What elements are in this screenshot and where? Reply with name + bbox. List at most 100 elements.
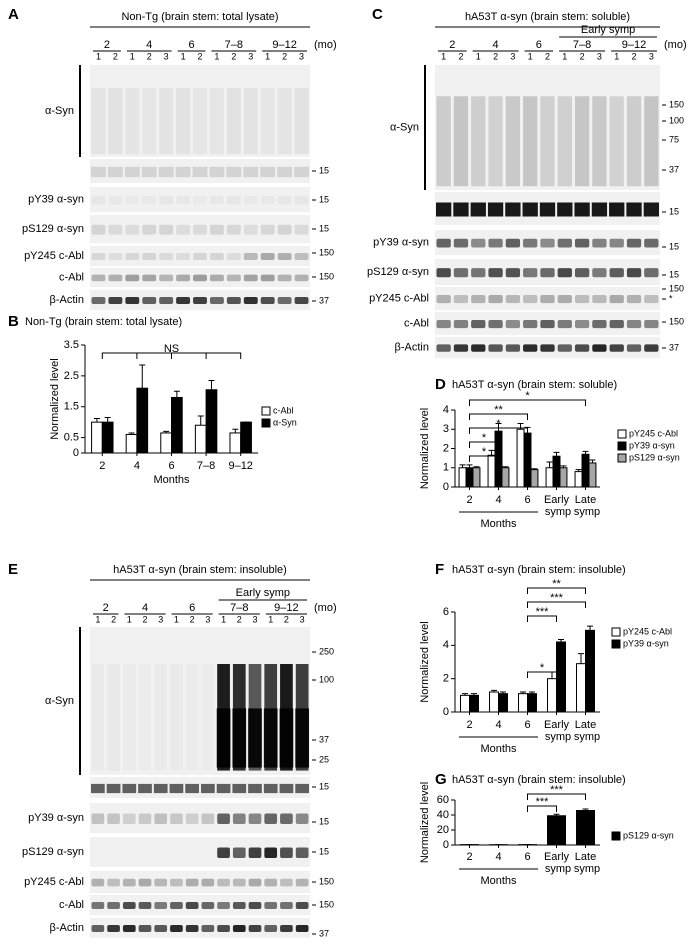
error-bar xyxy=(578,653,585,664)
blot-band xyxy=(169,783,184,794)
legend-label: pY39 α-syn xyxy=(623,638,669,648)
row-label: α-Syn xyxy=(390,121,419,133)
y-axis-label: Normalized level xyxy=(49,358,61,439)
y-tick-label: 3 xyxy=(443,423,449,435)
panel-letter: B xyxy=(8,313,19,330)
blot-band xyxy=(574,238,590,248)
row-label: α-Syn xyxy=(45,695,74,707)
lane-number: 3 xyxy=(205,614,210,624)
blot-band xyxy=(91,297,106,304)
blot-band xyxy=(523,320,538,329)
blot-band xyxy=(216,708,231,768)
error-bar xyxy=(549,671,556,679)
blot-band xyxy=(280,847,293,858)
legend-label: pS129 α-syn xyxy=(629,452,680,462)
blot-band xyxy=(471,320,486,329)
bar xyxy=(489,691,500,713)
blot-band xyxy=(280,902,293,909)
legend-label: α-Syn xyxy=(273,417,297,427)
row-label: pY39 α-syn xyxy=(28,193,84,205)
lane-number: 3 xyxy=(248,51,253,61)
blot-band xyxy=(609,268,624,278)
blot-smear xyxy=(176,88,191,155)
blot-smear xyxy=(488,96,503,187)
blot-band xyxy=(436,320,451,329)
bar xyxy=(576,810,595,846)
blot-band xyxy=(226,224,241,235)
lane-number: 1 xyxy=(441,51,446,61)
lane-number: 1 xyxy=(130,51,135,61)
blot-smear xyxy=(540,96,555,187)
blot-band xyxy=(523,344,538,352)
blot-band xyxy=(609,295,624,304)
legend-label: c-Abl xyxy=(273,405,294,415)
blot-band xyxy=(505,295,521,304)
blot-band xyxy=(193,274,207,282)
significance-label: *** xyxy=(536,796,550,808)
group-label: 7–8 xyxy=(225,39,243,51)
lane-number: 1 xyxy=(528,51,533,61)
blot-band xyxy=(244,196,258,205)
group-label: 6 xyxy=(189,602,195,614)
blot-smear xyxy=(626,96,642,187)
blot-band xyxy=(159,297,174,304)
blot-smear xyxy=(154,664,167,771)
lane-number: 1 xyxy=(614,51,619,61)
bar xyxy=(552,455,561,488)
x-tick-label: 2 xyxy=(99,460,105,472)
group-label: 4 xyxy=(146,39,152,51)
unit-label: (mo) xyxy=(314,602,337,614)
y-tick-label: 0 xyxy=(443,481,449,493)
bar xyxy=(229,432,242,454)
marker-label: 150 xyxy=(319,247,334,257)
bar xyxy=(547,815,566,846)
error-bar xyxy=(553,451,560,457)
blot-band xyxy=(185,878,199,887)
error-bar xyxy=(531,468,538,470)
blot-smear xyxy=(108,88,123,155)
blot-band xyxy=(643,202,659,217)
lane-number: 3 xyxy=(252,614,257,624)
marker-label: 15 xyxy=(319,165,329,175)
bar xyxy=(523,432,532,488)
bar xyxy=(472,467,481,488)
blot-strip xyxy=(90,215,310,243)
error-bar xyxy=(491,689,498,692)
blot-strip xyxy=(435,287,660,310)
group-label: 2 xyxy=(449,39,455,51)
y-tick-label: 60 xyxy=(437,794,449,806)
significance-bracket xyxy=(469,399,586,406)
x-tick-label: 2 xyxy=(466,851,472,863)
blot-band xyxy=(209,297,224,304)
group-label: 9–12 xyxy=(272,39,296,51)
error-bar xyxy=(128,432,135,435)
lane-number: 2 xyxy=(632,51,637,61)
blot-band xyxy=(574,320,590,329)
row-label: pY39 α-syn xyxy=(373,236,429,248)
x-tick-label: 4 xyxy=(495,851,501,863)
blot-band xyxy=(170,813,183,824)
blot-band xyxy=(154,813,168,824)
group-label: 6 xyxy=(536,39,542,51)
blot-band xyxy=(294,224,309,235)
x-tick-label: 2 xyxy=(466,719,472,731)
blot-band xyxy=(170,925,183,932)
marker-label: 15 xyxy=(319,816,329,826)
legend-label: pY245 c-Abl xyxy=(623,626,672,636)
blot-band xyxy=(170,902,183,909)
y-tick-label: 2 xyxy=(443,442,449,454)
blot-band xyxy=(487,202,504,217)
significance-label: * xyxy=(482,446,487,458)
blot-band xyxy=(232,847,246,858)
chart-title: hA53T α-syn (brain stem: soluble) xyxy=(452,379,617,391)
x-tick-label: 6 xyxy=(524,494,530,506)
error-bar xyxy=(495,422,502,432)
panel-letter: E xyxy=(8,561,18,578)
blot-smear xyxy=(125,88,140,155)
blot-band xyxy=(91,224,106,235)
blot-smear xyxy=(186,664,199,771)
blot-band xyxy=(279,708,294,768)
blot-band xyxy=(557,202,573,217)
bar xyxy=(465,467,474,488)
lane-number: 1 xyxy=(96,51,101,61)
